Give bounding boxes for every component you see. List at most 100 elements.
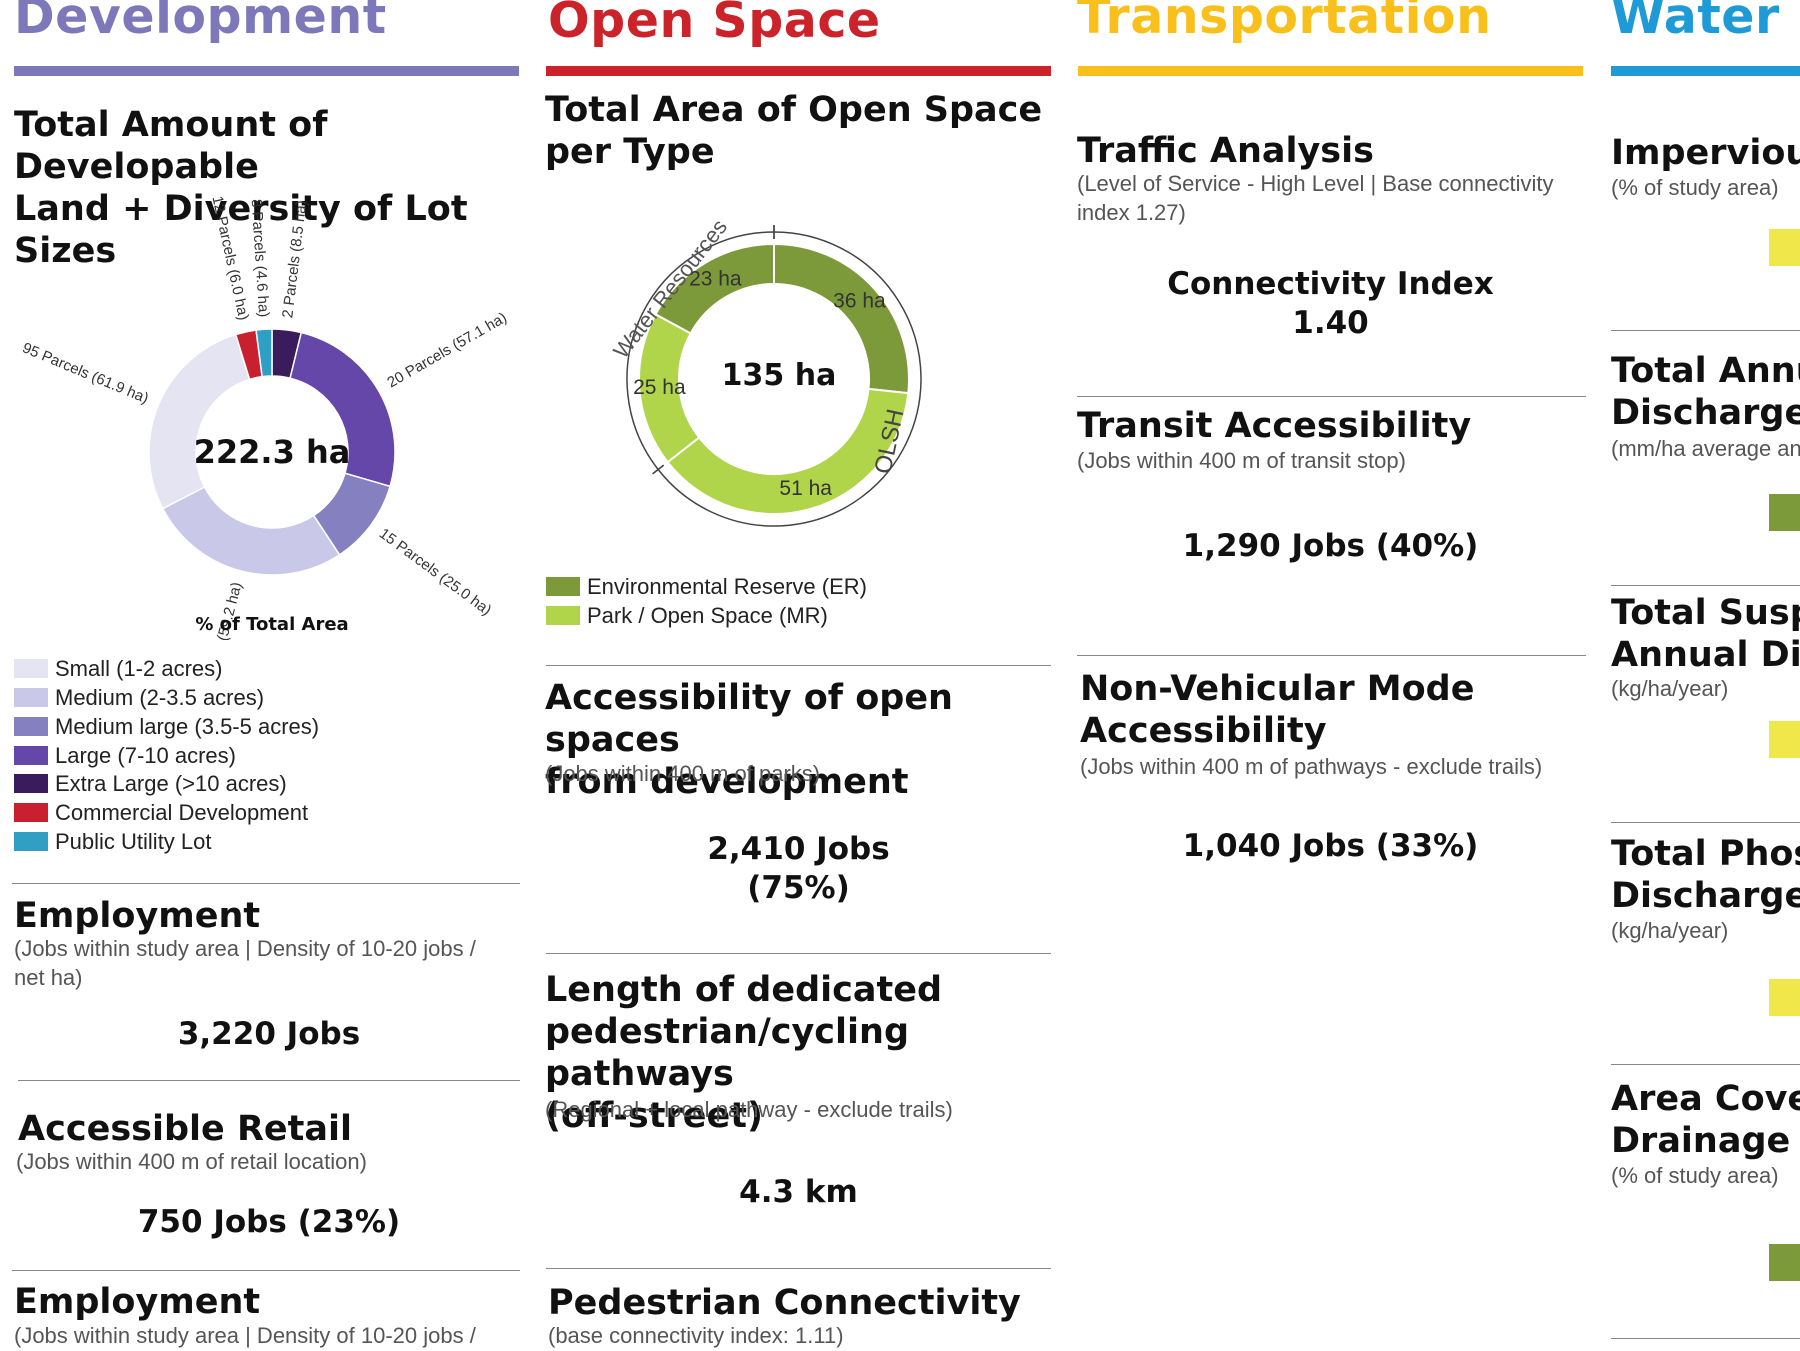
annual-discharge-title-line-2: Discharge [1611,393,1800,433]
open-space-donut-center-label: 135 ha [722,358,837,393]
pathways-value: 4.3 km [739,1174,858,1210]
divider [1611,330,1800,331]
water-resources-bracket-tick [652,464,665,475]
lot-size-slice-label: 15 Parcels (25.0 ha) [376,525,495,619]
open-space-slice-label: 25 ha [633,376,686,399]
suspended-solids-title: Total Suspe Annual Disc [1611,592,1800,676]
column-title-transportation: Transportation [1077,0,1492,45]
legend-swatch [546,606,580,625]
column-bar-water [1611,66,1800,76]
lot-size-donut-center-label: 222.3 ha [194,433,351,471]
pathways-title-line-1: Length of dedicated [545,970,943,1010]
phosphorus-title: Total Phosp Discharge [1611,833,1800,917]
suspended-solids-title-line-1: Total Suspe [1611,593,1800,633]
annual-discharge-bar [1769,494,1800,531]
developable-land-title-line-1: Total Amount of Developable [14,105,328,187]
lot-size-slice-public-utility-lot [255,328,273,378]
divider [1077,396,1586,397]
pedestrian-connectivity-subtitle: (base connectivity index: 1.11) [548,1323,844,1348]
legend-label: Small (1-2 acres) [55,655,223,681]
column-title-development: Development [14,0,387,45]
legend-item-medium-large: Medium large (3.5-5 acres) [14,714,319,739]
employment-2-title: Employment [14,1282,261,1322]
accessible-retail-value: 750 Jobs (23%) [137,1204,401,1240]
legend-swatch [14,688,48,707]
lot-size-donut-caption: % of Total Area [195,614,348,635]
traffic-analysis-subtitle-line-1: (Level of Service - High Level | Base co… [1077,171,1554,196]
legend-label: Medium large (3.5-5 acres) [55,713,320,739]
divider [1611,585,1800,586]
legend-item-public-utility: Public Utility Lot [14,829,212,854]
suspended-solids-subtitle: (kg/ha/year) [1611,676,1729,701]
phosphorus-title-line-2: Discharge [1611,876,1800,916]
legend-swatch [546,577,580,596]
open-space-accessibility-title-line-2: from development [545,762,909,802]
annual-discharge-title: Total Annua Discharge [1611,350,1800,434]
divider [546,665,1051,666]
pathways-title-line-2: pedestrian/cycling pathways [545,1012,909,1094]
pathways-title: Length of dedicated pedestrian/cycling p… [545,969,1085,1137]
transit-accessibility-subtitle: (Jobs within 400 m of transit stop) [1077,448,1406,473]
legend-label: Environmental Reserve (ER) [587,573,867,599]
developable-land-title-line-2: Land + Diversity of Lot Sizes [14,189,468,271]
traffic-analysis-subtitle-line-2: index 1.27) [1077,199,1186,225]
column-bar-development [14,66,519,76]
lot-size-slice-medium-2-3-5-acres [161,485,341,576]
legend-swatch [14,717,48,736]
connectivity-index-label: Connectivity Index [1167,266,1494,302]
legend-label: Park / Open Space (MR) [587,602,828,628]
annual-discharge-subtitle: (mm/ha average an [1611,436,1800,461]
legend-label: Commercial Development [55,799,309,825]
phosphorus-title-line-1: Total Phosp [1611,834,1800,874]
impervious-bar [1769,229,1800,266]
lot-size-slice-large-7-10-acres [289,331,396,488]
open-space-accessibility-value-line-2: (75%) [747,869,850,906]
legend-swatch [14,746,48,765]
legend-item-commercial: Commercial Development [14,800,308,825]
pathways-subtitle: (Regional + local pathway - exclude trai… [545,1097,953,1122]
open-space-accessibility-value: 2,410 Jobs (75%) [546,830,1051,908]
non-vehicular-title: Non-Vehicular Mode Accessibility [1080,668,1590,752]
lot-size-slice-label: 95 Parcels (61.9 ha) [20,339,151,407]
impervious-subtitle: (% of study area) [1611,175,1779,200]
open-space-slice-park-open-space-mr [666,387,910,515]
open-space-slice-label: 23 ha [689,268,742,291]
legend-label: Medium (2-3.5 acres) [55,684,265,710]
olsh-bracket [657,231,922,527]
connectivity-index-value: Connectivity Index 1.40 [1078,265,1583,343]
lot-size-donut-chart: 222.3 ha 2 Parcels (8.5 ha) 20 Parcels (5… [20,194,510,640]
lot-size-slice-small-1-2-acres [148,333,251,510]
employment-value: 3,220 Jobs [177,1016,361,1052]
open-space-accessibility-value-line-1: 2,410 Jobs [707,831,890,867]
drainage-subtitle: (% of study area) [1611,1163,1779,1188]
divider [1611,822,1800,823]
column-bar-open-space [546,66,1051,76]
lot-size-slice-label: 8 Parcels (4.6 ha) [248,199,273,318]
water-resources-bracket [626,231,775,470]
open-space-slice-label: 36 ha [833,290,886,313]
legend-item-small: Small (1-2 acres) [14,656,222,681]
open-space-area-title-line-2: per Type [545,132,715,172]
open-space-area-title-line-1: Total Area of Open Space [545,90,1043,130]
suspended-solids-title-line-2: Annual Disc [1611,635,1800,675]
accessible-retail-subtitle: (Jobs within 400 m of retail location) [16,1149,367,1174]
drainage-bar [1769,1244,1800,1281]
lot-size-slice-label: 12 Parcels (6.0 ha) [208,194,252,321]
developable-land-title: Total Amount of Developable Land + Diver… [14,104,534,272]
transit-accessibility-value: 1,290 Jobs (40%) [1182,528,1479,564]
legend-swatch [14,659,48,678]
open-space-accessibility-title-line-1: Accessibility of open spaces [545,678,953,760]
legend-swatch [14,803,48,822]
open-space-slice-label: 51 ha [779,477,832,500]
column-title-open-space: Open Space [548,0,881,49]
drainage-title: Area Cover Drainage [1611,1078,1800,1162]
transit-accessibility-title: Transit Accessibility [1077,406,1472,446]
traffic-analysis-subtitle: (Level of Service - High Level | Base co… [1077,170,1597,227]
legend-label: Extra Large (>10 acres) [55,770,287,796]
pathways-title-line-3: (off-street) [545,1096,763,1136]
lot-size-slice-label: 20 Parcels (57.1 ha) [384,309,509,391]
pedestrian-connectivity-title: Pedestrian Connectivity [548,1283,1021,1323]
accessible-retail-title: Accessible Retail [18,1109,352,1149]
legend-item-medium: Medium (2-3.5 acres) [14,685,264,710]
non-vehicular-title-line-1: Non-Vehicular Mode [1080,669,1475,709]
